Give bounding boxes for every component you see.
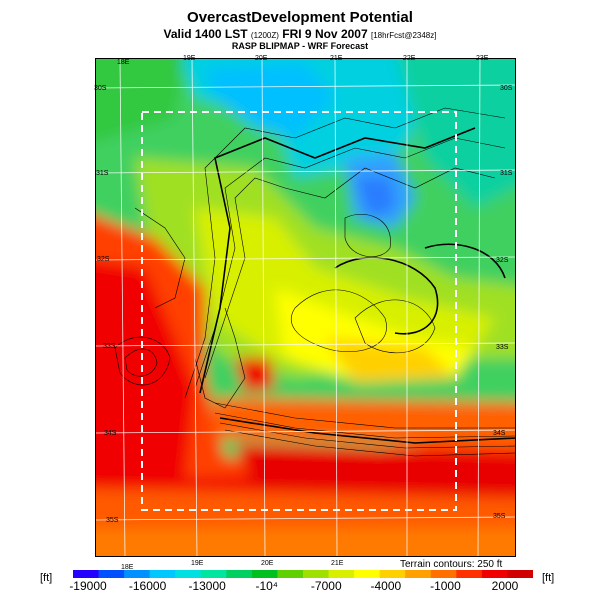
terrain-contours <box>114 107 516 457</box>
lon-label: 19E <box>191 560 204 567</box>
lat-label: 32S <box>97 256 110 263</box>
analysis-domain <box>141 111 457 511</box>
lat-label: 33S <box>103 343 116 350</box>
lat-label: 34S <box>493 430 506 437</box>
colorbar-tick-label: -10⁴ <box>255 579 278 593</box>
colorbar-segment <box>277 570 304 578</box>
colorbar-tick-label: -16000 <box>128 579 167 593</box>
colorbar-tick-label: -4000 <box>370 579 402 593</box>
valid-date: FRI 9 Nov 2007 <box>282 27 368 41</box>
colorbar-segment <box>149 570 176 578</box>
colorbar-segment <box>507 570 533 578</box>
latlon-grid <box>95 58 516 557</box>
colorbar <box>73 570 533 578</box>
colorbar-segment <box>226 570 253 578</box>
colorbar-segment <box>124 570 151 578</box>
lat-label: 30S <box>94 85 107 92</box>
lat-label: 31S <box>500 170 513 177</box>
terrain-contours-bold <box>199 127 516 444</box>
lat-label: 35S <box>493 513 506 520</box>
unit-label-left: [ft] <box>40 572 53 584</box>
colorbar-segment <box>73 570 100 578</box>
lon-label: 20E <box>261 560 274 567</box>
colorbar-tick-label: -13000 <box>188 579 226 593</box>
lat-label: 34S <box>104 430 117 437</box>
lat-label: 32S <box>496 257 509 264</box>
colorbar-tick-label: -7000 <box>310 579 342 593</box>
lat-label: 31S <box>96 170 109 177</box>
colorbar-tick-label: -19000 <box>69 579 107 593</box>
colorbar-segment <box>303 570 330 578</box>
lon-label: 22E <box>403 55 416 62</box>
lon-label: 19E <box>183 55 196 62</box>
forecast-map <box>95 58 516 557</box>
terrain-contour-note: Terrain contours: 250 ft <box>400 559 503 570</box>
map-title: OvercastDevelopment Potential <box>187 9 413 26</box>
lat-label: 33S <box>496 344 509 351</box>
lat-label: 35S <box>106 517 119 524</box>
colorbar-segment <box>251 570 278 578</box>
forecast-field <box>95 58 516 557</box>
colorbar-segment <box>200 570 227 578</box>
map-source: RASP BLIPMAP - WRF Forecast <box>231 41 369 51</box>
lon-label: 21E <box>331 560 344 567</box>
colorbar-tick-label: 2000 <box>491 579 519 593</box>
colorbar-segment <box>405 570 432 578</box>
colorbar-segment <box>456 570 483 578</box>
colorbar-segment <box>430 570 457 578</box>
colorbar-tick-label: -1000 <box>430 579 461 593</box>
lon-label: 23E <box>476 55 489 62</box>
colorbar-segment <box>328 570 355 578</box>
colorbar-segment <box>354 570 381 578</box>
lon-label: 18E <box>117 59 130 66</box>
lon-label: 21E <box>330 55 343 62</box>
valid-time: Valid 1400 LST <box>163 27 248 41</box>
lon-label: 18E <box>121 564 134 571</box>
colorbar-segment <box>175 570 202 578</box>
unit-label-right: [ft] <box>542 572 555 584</box>
colorbar-segment <box>481 570 508 578</box>
lon-label: 20E <box>255 55 268 62</box>
colorbar-segment <box>98 570 125 578</box>
forecast-info: [18hrFcst@2348z] <box>370 31 437 40</box>
utc-time: (1200Z) <box>250 31 279 40</box>
colorbar-segment <box>379 570 406 578</box>
lat-label: 30S <box>500 85 513 92</box>
map-subtitle: Valid 1400 LST (1200Z) FRI 9 Nov 2007 [1… <box>0 27 600 41</box>
